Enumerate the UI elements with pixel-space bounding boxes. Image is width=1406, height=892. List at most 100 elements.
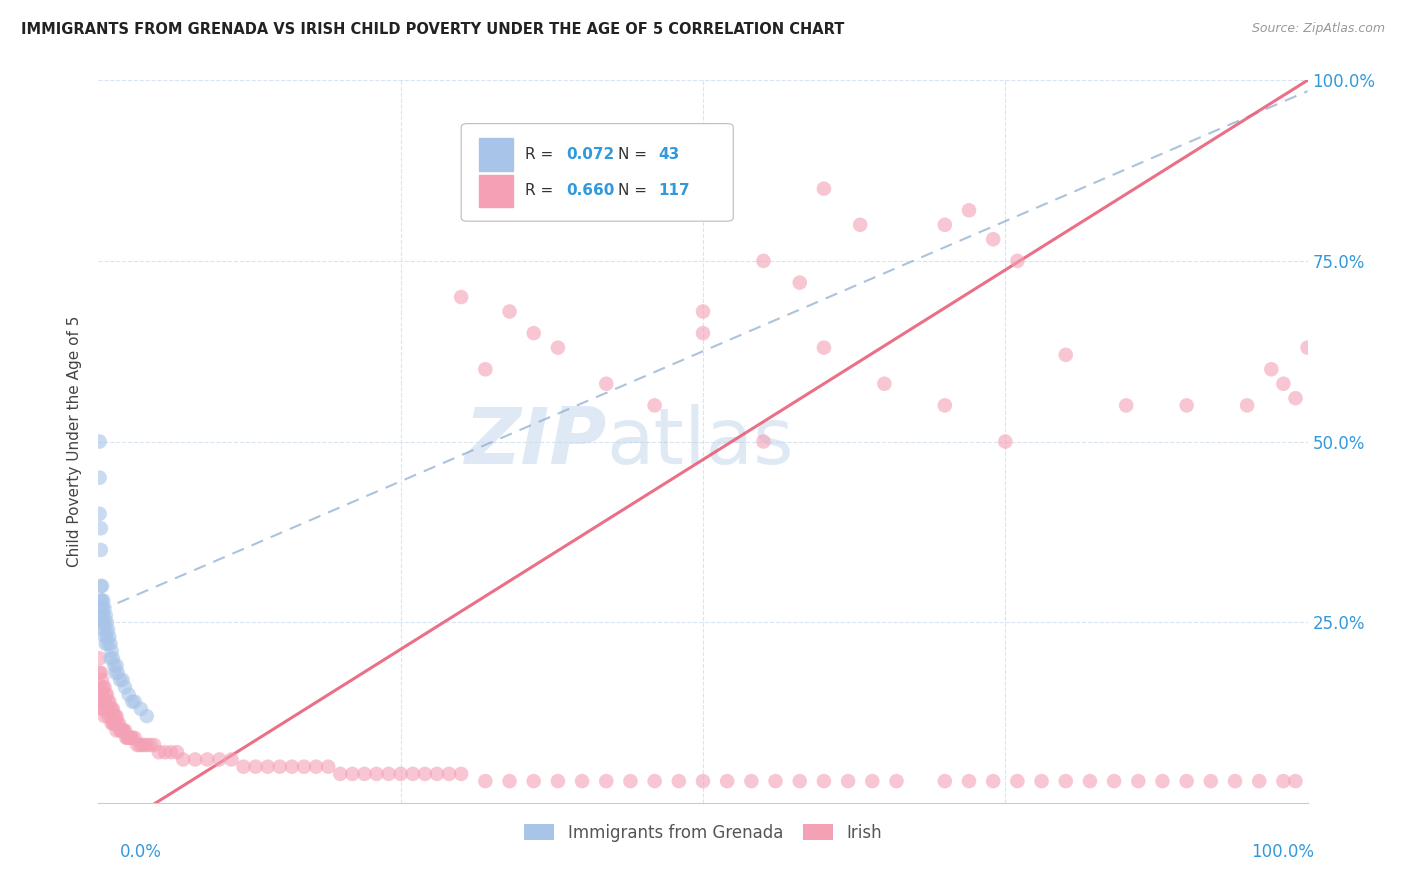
- Point: [450, 767, 472, 781]
- Text: N =: N =: [619, 184, 652, 198]
- Point: [148, 745, 170, 759]
- Text: atlas: atlas: [606, 403, 794, 480]
- Point: [498, 304, 520, 318]
- Point: [342, 767, 364, 781]
- Point: [1249, 774, 1271, 789]
- Point: [692, 774, 714, 789]
- Point: [91, 607, 114, 622]
- Point: [1031, 774, 1053, 789]
- Legend: Immigrants from Grenada, Irish: Immigrants from Grenada, Irish: [517, 817, 889, 848]
- Point: [402, 767, 425, 781]
- Point: [100, 702, 122, 716]
- Point: [91, 615, 114, 630]
- Point: [91, 607, 114, 622]
- Point: [96, 687, 118, 701]
- Bar: [479, 138, 513, 171]
- Point: [93, 600, 115, 615]
- Point: [245, 760, 267, 774]
- Point: [221, 752, 243, 766]
- Point: [131, 738, 153, 752]
- Point: [120, 731, 142, 745]
- Point: [595, 774, 617, 789]
- Point: [413, 767, 436, 781]
- Point: [1175, 774, 1198, 789]
- Point: [91, 673, 114, 687]
- Point: [89, 507, 111, 521]
- Point: [105, 723, 128, 738]
- Point: [1175, 398, 1198, 412]
- Point: [94, 702, 117, 716]
- Point: [97, 695, 120, 709]
- Point: [837, 774, 859, 789]
- Point: [813, 182, 835, 196]
- Point: [1199, 774, 1222, 789]
- Point: [153, 745, 176, 759]
- Point: [668, 774, 690, 789]
- Point: [813, 774, 835, 789]
- Point: [789, 774, 811, 789]
- Point: [886, 774, 908, 789]
- Point: [1284, 774, 1306, 789]
- Point: [91, 695, 114, 709]
- Point: [281, 760, 304, 774]
- Point: [91, 702, 114, 716]
- Point: [91, 593, 114, 607]
- Text: R =: R =: [526, 147, 558, 162]
- Point: [571, 774, 593, 789]
- Point: [91, 687, 114, 701]
- Point: [184, 752, 207, 766]
- Point: [108, 723, 131, 738]
- Point: [498, 774, 520, 789]
- Point: [94, 687, 117, 701]
- Text: IMMIGRANTS FROM GRENADA VS IRISH CHILD POVERTY UNDER THE AGE OF 5 CORRELATION CH: IMMIGRANTS FROM GRENADA VS IRISH CHILD P…: [21, 22, 845, 37]
- Point: [107, 716, 129, 731]
- Point: [377, 767, 399, 781]
- Point: [143, 738, 166, 752]
- Text: R =: R =: [526, 184, 558, 198]
- Point: [96, 702, 118, 716]
- Point: [474, 774, 496, 789]
- Point: [1128, 774, 1150, 789]
- Point: [98, 695, 121, 709]
- Text: Source: ZipAtlas.com: Source: ZipAtlas.com: [1251, 22, 1385, 36]
- Point: [129, 702, 152, 716]
- Point: [139, 738, 162, 752]
- Point: [90, 542, 112, 557]
- Point: [957, 774, 980, 789]
- Point: [110, 723, 132, 738]
- Point: [1296, 341, 1319, 355]
- Point: [1102, 774, 1125, 789]
- Bar: [479, 175, 513, 207]
- Point: [94, 623, 117, 637]
- Point: [127, 738, 149, 752]
- Point: [89, 470, 111, 484]
- Point: [90, 579, 112, 593]
- Point: [1272, 376, 1295, 391]
- Point: [89, 687, 111, 701]
- Point: [103, 658, 125, 673]
- Y-axis label: Child Poverty Under the Age of 5: Child Poverty Under the Age of 5: [67, 316, 83, 567]
- Point: [93, 615, 115, 630]
- Text: 100.0%: 100.0%: [1251, 843, 1315, 861]
- Point: [450, 290, 472, 304]
- Text: 0.072: 0.072: [567, 147, 614, 162]
- Point: [93, 630, 115, 644]
- Point: [105, 658, 128, 673]
- Point: [692, 326, 714, 340]
- Point: [111, 673, 134, 687]
- Point: [93, 695, 115, 709]
- Point: [115, 731, 138, 745]
- Point: [135, 738, 157, 752]
- Point: [256, 760, 278, 774]
- Point: [100, 702, 122, 716]
- Point: [114, 723, 136, 738]
- Point: [1152, 774, 1174, 789]
- Point: [104, 709, 127, 723]
- Point: [873, 376, 896, 391]
- Point: [1284, 391, 1306, 405]
- Point: [90, 695, 112, 709]
- Point: [860, 774, 883, 789]
- Point: [994, 434, 1017, 449]
- Point: [316, 760, 339, 774]
- Point: [124, 731, 146, 745]
